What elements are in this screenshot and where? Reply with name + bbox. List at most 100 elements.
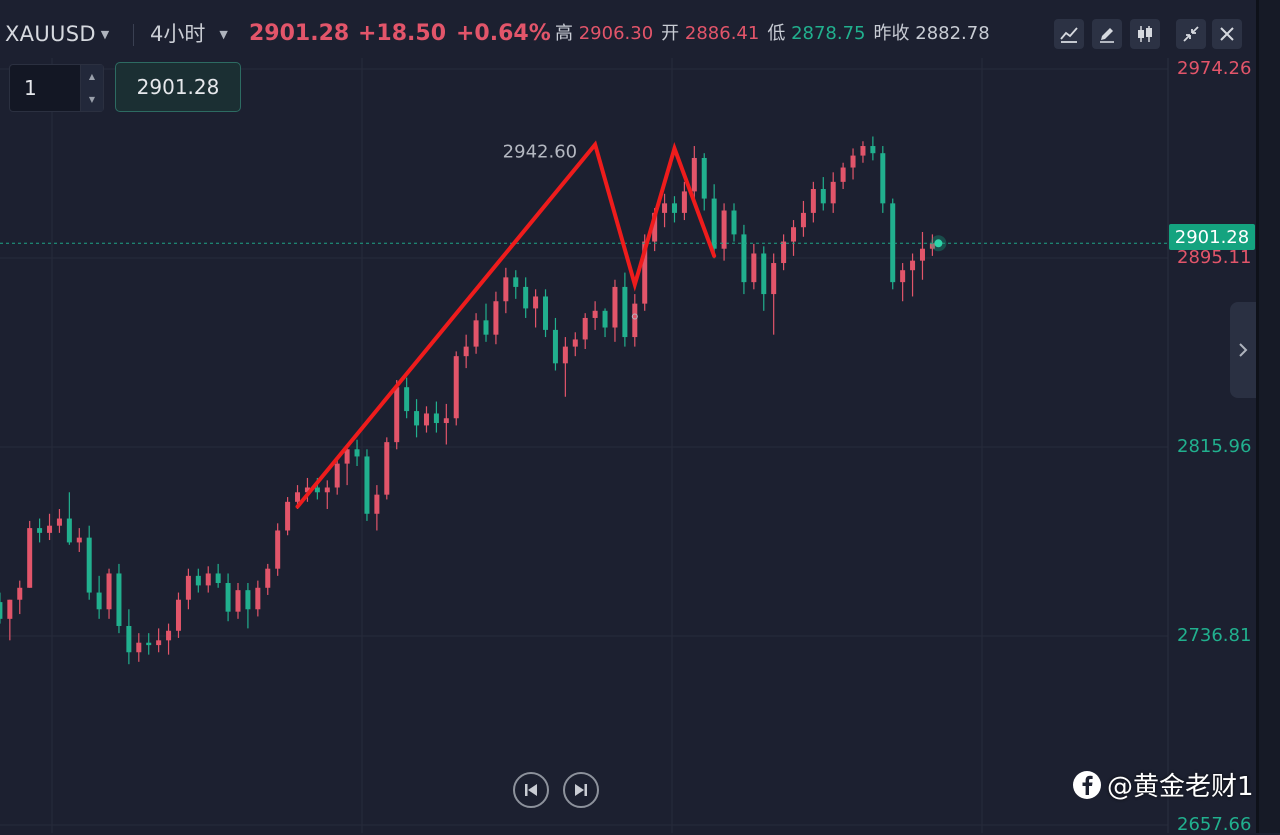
candle xyxy=(493,291,499,345)
candle xyxy=(919,231,925,280)
candle xyxy=(731,203,737,242)
indicator-button[interactable] xyxy=(1054,19,1084,49)
candle xyxy=(126,609,132,665)
candle xyxy=(116,563,122,634)
symbol-selector[interactable]: XAUUSD ▼ xyxy=(5,20,110,49)
price-axis-tick: 2974.26 xyxy=(1177,58,1252,79)
candle xyxy=(582,313,588,350)
timeframe-selector[interactable]: 4小时 ▼ xyxy=(150,20,228,49)
candle xyxy=(503,267,509,314)
candle xyxy=(890,198,896,290)
ohlc-readout: 高 2906.30 开 2886.41 低 2878.75 昨收 2882.78 xyxy=(555,20,990,48)
open-label: 开 xyxy=(661,23,680,44)
open-value: 2886.41 xyxy=(684,23,760,44)
candle xyxy=(96,575,102,619)
peak-price-label: 2942.60 xyxy=(503,142,577,163)
candle xyxy=(830,172,836,213)
stepper-controls: ▲ ▼ xyxy=(80,65,103,111)
previous-button[interactable] xyxy=(513,772,549,808)
candle xyxy=(910,253,916,297)
skip-forward-icon xyxy=(575,784,587,796)
candle xyxy=(800,200,806,237)
candle xyxy=(334,458,340,495)
price-axis-tick: 2815.96 xyxy=(1177,436,1252,457)
candle xyxy=(275,523,281,576)
low-label: 低 xyxy=(767,23,786,44)
candle xyxy=(324,480,330,509)
candle xyxy=(66,492,72,545)
high-value: 2906.30 xyxy=(578,23,654,44)
candle xyxy=(721,203,727,261)
chart-type-button[interactable] xyxy=(1130,19,1160,49)
candle xyxy=(900,263,906,302)
pencil-icon xyxy=(1100,28,1114,43)
prev-close-label: 昨收 xyxy=(873,23,910,44)
chart-annotations: 2942.60 xyxy=(503,142,638,320)
candle xyxy=(136,633,142,662)
candle xyxy=(344,444,350,486)
decrement-button[interactable]: ▼ xyxy=(81,88,103,111)
candle xyxy=(235,583,241,619)
candle xyxy=(741,224,747,295)
close-button[interactable] xyxy=(1212,19,1242,49)
candle xyxy=(860,141,866,163)
candle xyxy=(304,477,310,502)
candle xyxy=(572,332,578,357)
candle xyxy=(820,177,826,211)
collapse-button[interactable] xyxy=(1176,19,1206,49)
symbol-name: XAUUSD xyxy=(5,22,96,46)
last-price: 2901.28 xyxy=(249,21,350,46)
candle-type-icon xyxy=(1138,26,1152,42)
candle xyxy=(870,136,876,161)
candle xyxy=(56,508,62,533)
high-label: 高 xyxy=(555,23,573,44)
candle xyxy=(761,246,767,311)
quantity-value[interactable]: 1 xyxy=(24,76,37,100)
increment-button[interactable]: ▲ xyxy=(81,65,103,88)
candle xyxy=(47,513,53,541)
candle xyxy=(533,289,539,328)
next-button[interactable] xyxy=(563,772,599,808)
candle xyxy=(751,243,757,290)
candle xyxy=(195,568,201,593)
close-icon xyxy=(1220,27,1234,41)
chevron-down-icon: ▼ xyxy=(100,28,110,41)
candle xyxy=(384,437,390,500)
candle xyxy=(364,449,370,521)
candle xyxy=(225,573,231,622)
candle xyxy=(265,563,271,595)
trend-zigzag-line[interactable] xyxy=(295,140,717,509)
candle xyxy=(106,568,112,619)
candle xyxy=(711,184,717,259)
candle xyxy=(185,568,191,610)
candle xyxy=(691,146,697,206)
price-axis-tick: 2736.81 xyxy=(1177,625,1252,646)
draw-button[interactable] xyxy=(1092,19,1122,49)
candle xyxy=(612,279,618,342)
candle xyxy=(0,592,3,624)
prev-close-value: 2882.78 xyxy=(915,23,990,44)
candle xyxy=(592,301,598,330)
candle xyxy=(701,153,707,211)
order-price-button[interactable]: 2901.28 xyxy=(115,62,241,112)
chevron-up-icon: ▲ xyxy=(88,72,96,81)
candle xyxy=(781,234,787,271)
chevron-right-icon xyxy=(1239,343,1248,357)
candle xyxy=(791,220,797,256)
watermark-text: @黄金老财1 xyxy=(1107,772,1254,802)
candle xyxy=(374,485,380,531)
live-price-dot xyxy=(934,239,943,248)
candle xyxy=(285,497,291,536)
candle xyxy=(255,580,261,617)
candle xyxy=(245,583,251,629)
candle xyxy=(17,580,23,615)
candlestick-series xyxy=(0,136,935,665)
candle xyxy=(76,528,82,552)
drawn-trend-lines[interactable] xyxy=(295,140,717,509)
quantity-stepper[interactable]: 1 ▲ ▼ xyxy=(9,64,104,112)
expand-panel-tab[interactable] xyxy=(1230,302,1256,398)
low-marker xyxy=(631,313,638,320)
candle xyxy=(354,439,360,467)
candle xyxy=(483,303,489,342)
